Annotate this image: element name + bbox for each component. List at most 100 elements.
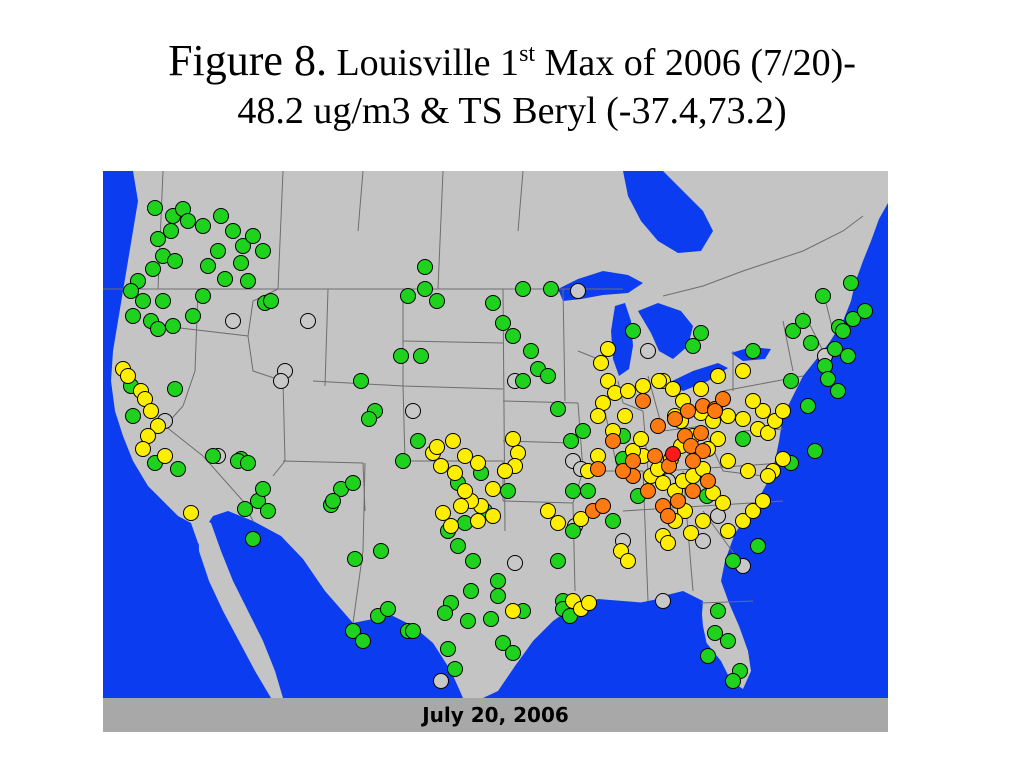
moderate-site-marker [447,465,463,481]
good-site-marker [447,661,463,677]
figure-label: Figure 8. [168,36,327,85]
good-site-marker [707,625,723,641]
moderate-site-marker [435,505,451,521]
moderate-site-marker [470,455,486,471]
good-site-marker [450,538,466,554]
good-site-marker [150,321,166,337]
good-site-marker [725,673,741,689]
title-line-2: 48.2 ug/m3 & TS Beryl (-37.4,73.2) [237,89,787,132]
good-site-marker [380,601,396,617]
good-site-marker [745,343,761,359]
good-site-marker [260,503,276,519]
title-text: Louisville 1 [326,42,520,84]
usg-site-marker [640,483,656,499]
good-site-marker [580,483,596,499]
usg-site-marker [670,493,686,509]
moderate-site-marker [710,368,726,384]
moderate-site-marker [510,445,526,461]
lake-huron [638,303,693,359]
usg-site-marker [590,461,606,477]
moderate-site-marker [150,418,166,434]
moderate-site-marker [715,495,731,511]
good-site-marker [195,288,211,304]
good-site-marker [135,293,151,309]
good-site-marker [325,493,341,509]
good-site-marker [400,288,416,304]
north-america-land [103,171,888,698]
moderate-site-marker [755,493,771,509]
usg-site-marker [635,393,651,409]
moderate-site-marker [760,425,776,441]
good-site-marker [625,323,641,339]
good-site-marker [237,501,253,517]
no-data-site-marker [507,555,523,571]
good-site-marker [155,293,171,309]
us-map-svg [103,171,888,698]
good-site-marker [410,433,426,449]
slide-title: Figure 8. Louisville 1st Max of 2006 (7/… [0,34,1024,134]
no-data-site-marker [433,673,449,689]
good-site-marker [150,231,166,247]
moderate-site-marker [755,403,771,419]
good-site-marker [345,475,361,491]
moderate-site-marker [457,483,473,499]
moderate-site-marker [607,385,623,401]
moderate-site-marker [143,403,159,419]
good-site-marker [437,605,453,621]
good-site-marker [233,255,249,271]
moderate-site-marker [581,595,597,611]
no-data-site-marker [695,533,711,549]
moderate-site-marker [775,451,791,467]
good-site-marker [550,401,566,417]
monitor-sites [115,200,873,689]
moderate-site-marker [593,355,609,371]
good-site-marker [495,635,511,651]
good-site-marker [485,295,501,311]
good-site-marker [195,218,211,234]
usg-site-marker [715,391,731,407]
air-quality-map: July 20, 2006 [103,171,888,732]
good-site-marker [720,633,736,649]
title-superscript: st [519,41,536,67]
no-data-site-marker [225,313,241,329]
good-site-marker [245,531,261,547]
moderate-site-marker [735,411,751,427]
no-data-site-marker [640,343,656,359]
good-site-marker [185,308,201,324]
good-site-marker [460,613,476,629]
good-site-marker [263,293,279,309]
moderate-site-marker [550,515,566,531]
good-site-marker [373,543,389,559]
moderate-site-marker [651,373,667,389]
good-site-marker [725,553,741,569]
usg-site-marker [680,403,696,419]
moderate-site-marker [775,403,791,419]
moderate-site-marker [735,363,751,379]
good-site-marker [165,318,181,334]
good-site-marker [170,461,186,477]
good-site-marker [361,411,377,427]
moderate-site-marker [600,341,616,357]
moderate-site-marker [635,378,651,394]
good-site-marker [240,273,256,289]
moderate-site-marker [655,475,671,491]
good-site-marker [490,573,506,589]
moderate-site-marker [497,463,513,479]
no-data-site-marker [655,593,671,609]
moderate-site-marker [745,503,761,519]
good-site-marker [255,243,271,259]
moderate-site-marker [485,481,501,497]
moderate-site-marker [505,431,521,447]
usg-site-marker [685,483,701,499]
good-site-marker [565,483,581,499]
no-data-site-marker [300,313,316,329]
hudson-bay [623,171,713,253]
date-label: July 20, 2006 [103,698,888,732]
good-site-marker [523,343,539,359]
usg-site-marker [700,473,716,489]
usg-site-marker [685,453,701,469]
good-site-marker [685,338,701,354]
good-site-marker [515,373,531,389]
lake-michigan [611,303,633,376]
baja-peninsula [198,516,283,698]
